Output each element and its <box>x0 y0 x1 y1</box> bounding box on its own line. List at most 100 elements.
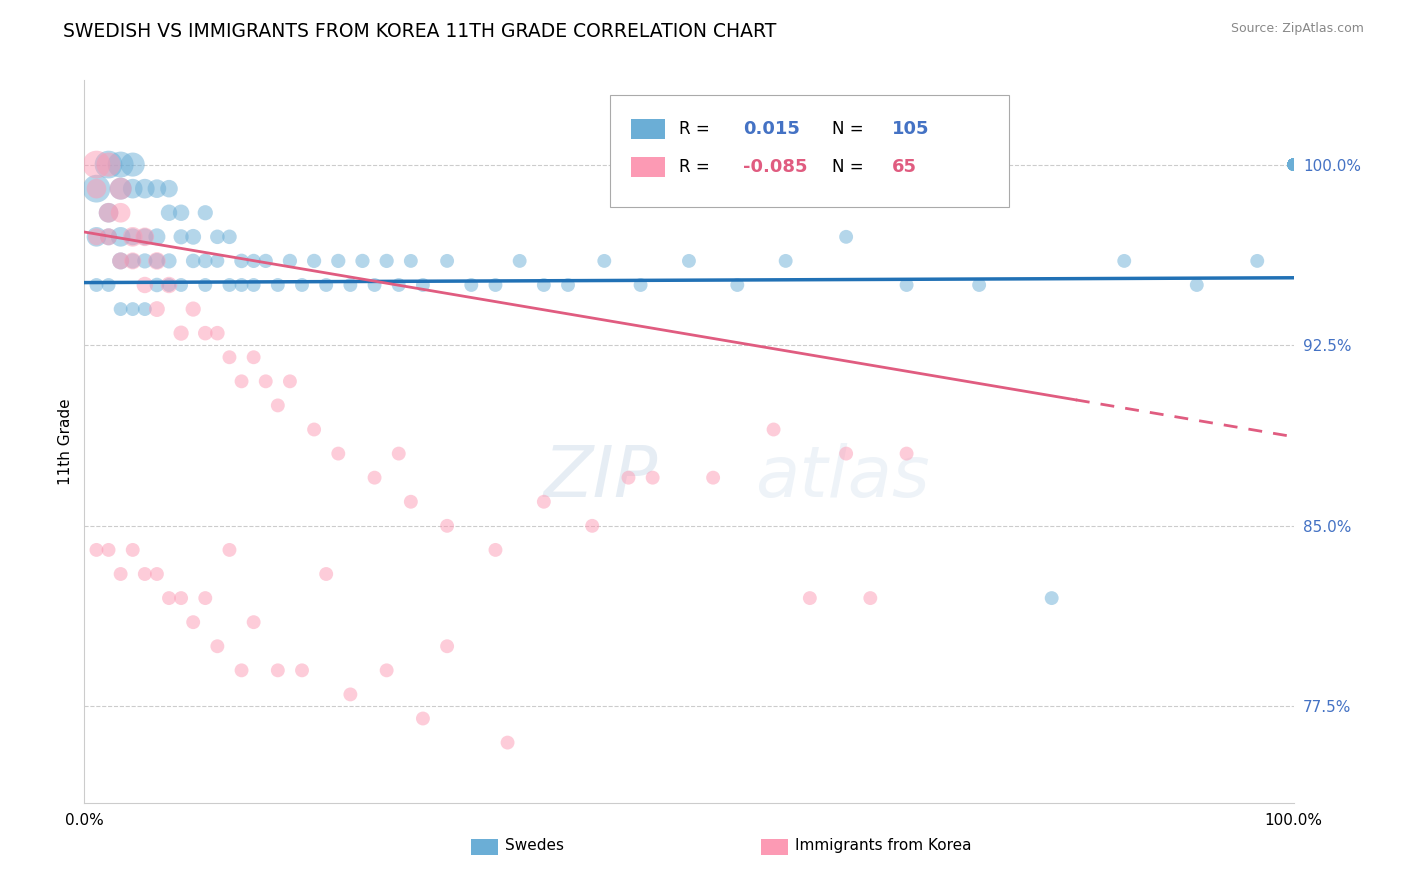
Point <box>267 398 290 412</box>
Point <box>146 254 169 268</box>
Point <box>194 591 217 606</box>
Point <box>97 157 120 171</box>
Point <box>557 277 579 292</box>
Point <box>1282 157 1305 171</box>
Point <box>533 277 555 292</box>
Point <box>242 277 264 292</box>
Text: R =: R = <box>679 120 716 137</box>
Point <box>146 229 169 244</box>
Text: -0.085: -0.085 <box>744 158 808 176</box>
Text: SWEDISH VS IMMIGRANTS FROM KOREA 11TH GRADE CORRELATION CHART: SWEDISH VS IMMIGRANTS FROM KOREA 11TH GR… <box>63 22 776 41</box>
Point <box>134 181 156 195</box>
Point <box>110 302 132 317</box>
Point <box>134 567 156 582</box>
Point <box>1282 157 1305 171</box>
Point <box>363 470 385 484</box>
Point <box>460 277 482 292</box>
Bar <box>762 838 789 855</box>
Point <box>194 205 217 219</box>
Point <box>97 277 120 292</box>
Point <box>1282 157 1305 171</box>
Point <box>170 591 193 606</box>
Point <box>967 277 990 292</box>
Point <box>328 254 350 268</box>
Point <box>1282 157 1305 171</box>
Point <box>218 229 240 244</box>
Point <box>302 422 325 436</box>
Text: atlas: atlas <box>755 443 929 512</box>
Point <box>496 735 519 749</box>
Point <box>1282 157 1305 171</box>
Point <box>207 639 229 653</box>
Point <box>1040 591 1063 606</box>
Point <box>617 470 640 484</box>
Point <box>1282 157 1305 171</box>
Text: ZIP: ZIP <box>544 443 658 512</box>
Point <box>1282 157 1305 171</box>
Point <box>121 229 143 244</box>
Point <box>121 229 143 244</box>
Point <box>436 254 458 268</box>
Point <box>1246 254 1268 268</box>
Bar <box>631 157 665 178</box>
Point <box>1282 157 1305 171</box>
Point <box>170 277 193 292</box>
Point <box>1282 157 1305 171</box>
Point <box>231 254 253 268</box>
Point <box>1282 157 1305 171</box>
Text: Swedes: Swedes <box>505 838 564 853</box>
Point <box>170 229 193 244</box>
Point <box>702 470 724 484</box>
Point <box>1114 254 1136 268</box>
Point <box>97 205 120 219</box>
Point <box>181 254 204 268</box>
Point <box>339 277 361 292</box>
Point <box>725 277 748 292</box>
Point <box>134 277 156 292</box>
Point <box>110 205 132 219</box>
Point <box>630 277 652 292</box>
Bar <box>471 838 498 855</box>
Point <box>110 181 132 195</box>
Point <box>1282 157 1305 171</box>
Point <box>436 639 458 653</box>
Point <box>484 277 506 292</box>
Point <box>121 254 143 268</box>
Text: Source: ZipAtlas.com: Source: ZipAtlas.com <box>1230 22 1364 36</box>
Point <box>194 277 217 292</box>
Point <box>412 277 434 292</box>
Point <box>1282 157 1305 171</box>
Point <box>97 205 120 219</box>
Point <box>375 664 398 678</box>
Point <box>1282 157 1305 171</box>
Y-axis label: 11th Grade: 11th Grade <box>58 398 73 485</box>
Point <box>181 229 204 244</box>
Point <box>412 711 434 725</box>
Point <box>896 277 918 292</box>
Bar <box>631 119 665 139</box>
Point <box>799 591 821 606</box>
Point <box>835 447 858 461</box>
Point <box>181 615 204 629</box>
Text: 0.015: 0.015 <box>744 120 800 137</box>
Point <box>97 542 120 557</box>
Point <box>1282 157 1305 171</box>
Point <box>231 374 253 388</box>
Point <box>218 350 240 364</box>
Point <box>207 254 229 268</box>
Point <box>315 567 337 582</box>
Point <box>146 302 169 317</box>
Point <box>86 181 108 195</box>
Point <box>1282 157 1305 171</box>
Point <box>533 494 555 508</box>
Point <box>775 254 797 268</box>
Point <box>278 374 301 388</box>
Point <box>339 687 361 701</box>
Point <box>1282 157 1305 171</box>
Point <box>231 277 253 292</box>
Point <box>388 277 411 292</box>
Point <box>121 181 143 195</box>
Point <box>86 229 108 244</box>
Point <box>157 591 180 606</box>
Point <box>762 422 785 436</box>
